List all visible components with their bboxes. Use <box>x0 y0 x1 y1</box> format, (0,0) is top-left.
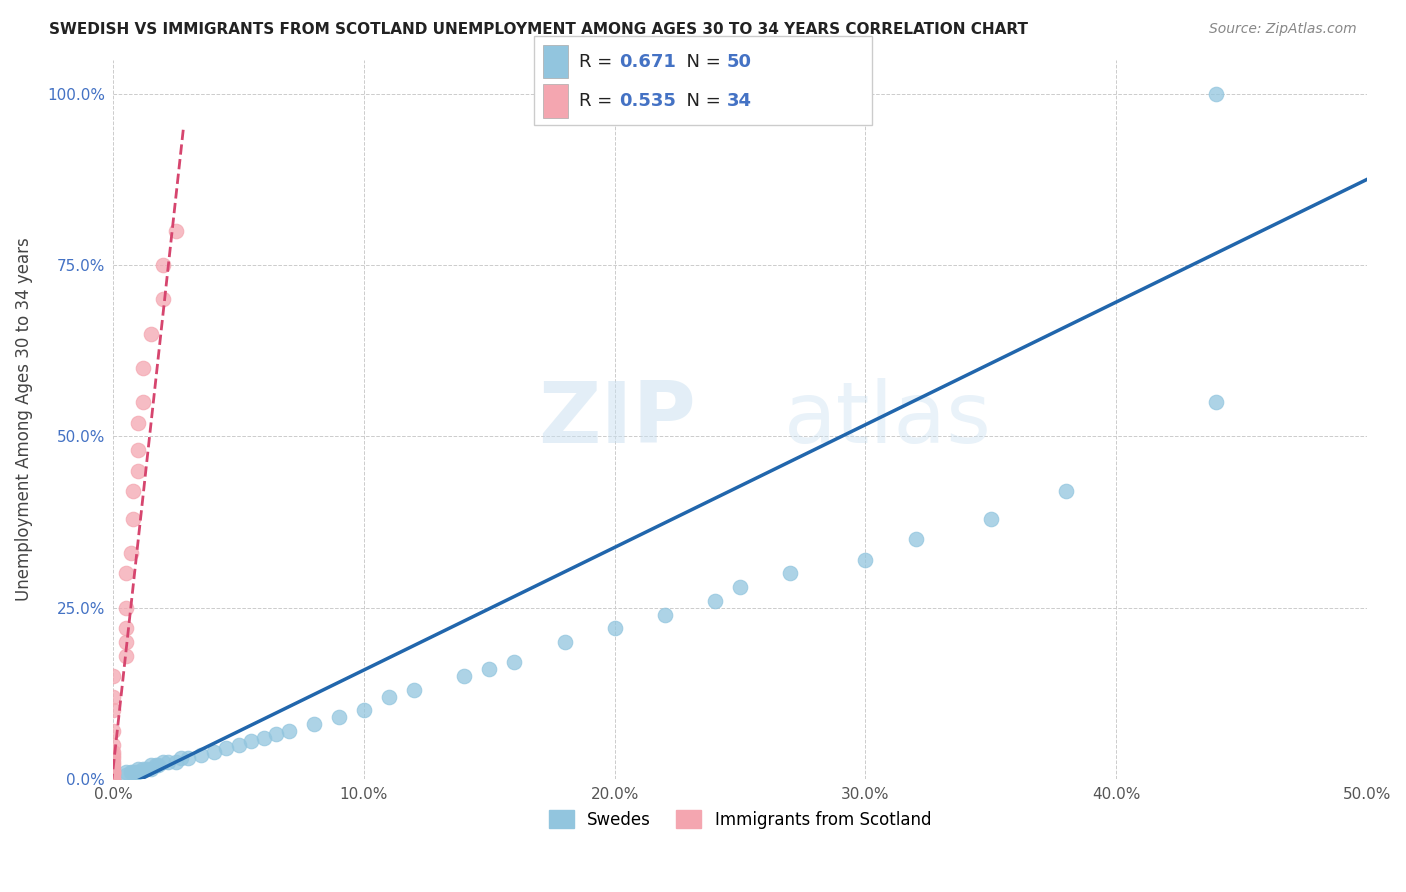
Point <box>114 768 136 782</box>
Point <box>157 755 180 769</box>
Point <box>103 765 125 780</box>
Point <box>165 755 187 769</box>
Point <box>103 772 125 786</box>
Point <box>122 511 145 525</box>
Point <box>127 765 149 780</box>
Point <box>139 758 162 772</box>
Point <box>122 765 145 780</box>
Text: R =: R = <box>579 53 619 70</box>
Point <box>103 762 125 776</box>
Point <box>132 395 155 409</box>
Point <box>378 690 401 704</box>
Point <box>103 745 125 759</box>
Point <box>122 484 145 499</box>
Point <box>253 731 276 745</box>
Point <box>152 755 174 769</box>
Point <box>103 765 125 780</box>
Point <box>148 758 170 772</box>
Point <box>654 607 676 622</box>
Point <box>328 710 350 724</box>
Point <box>103 669 125 683</box>
Point <box>302 717 325 731</box>
Point <box>127 443 149 458</box>
Point <box>139 762 162 776</box>
Text: Source: ZipAtlas.com: Source: ZipAtlas.com <box>1209 22 1357 37</box>
Point <box>114 648 136 663</box>
Legend: Swedes, Immigrants from Scotland: Swedes, Immigrants from Scotland <box>543 804 938 835</box>
Point <box>554 635 576 649</box>
Point <box>728 580 751 594</box>
Text: 0.535: 0.535 <box>619 92 675 110</box>
Y-axis label: Unemployment Among Ages 30 to 34 years: Unemployment Among Ages 30 to 34 years <box>15 237 32 601</box>
Point <box>703 594 725 608</box>
Point <box>132 360 155 375</box>
Point <box>202 745 225 759</box>
Point <box>132 762 155 776</box>
Text: R =: R = <box>579 92 619 110</box>
Point <box>277 723 299 738</box>
Text: ZIP: ZIP <box>538 377 696 461</box>
Point <box>980 511 1002 525</box>
Point <box>103 772 125 786</box>
Point <box>139 326 162 341</box>
Text: 0.671: 0.671 <box>619 53 675 70</box>
Point <box>904 532 927 546</box>
Point <box>103 768 125 782</box>
Point <box>120 546 142 560</box>
Point <box>125 765 148 780</box>
Point <box>135 762 157 776</box>
Point <box>114 600 136 615</box>
Point <box>114 621 136 635</box>
Text: 34: 34 <box>727 92 752 110</box>
Point <box>114 566 136 581</box>
Point <box>190 747 212 762</box>
Point <box>103 755 125 769</box>
Point <box>853 552 876 566</box>
Point <box>264 727 287 741</box>
Text: atlas: atlas <box>785 377 991 461</box>
Point <box>603 621 626 635</box>
Point <box>103 723 125 738</box>
Point <box>103 766 125 780</box>
Point <box>152 293 174 307</box>
Point <box>103 772 125 786</box>
Point <box>779 566 801 581</box>
Point <box>170 751 193 765</box>
Point <box>103 768 125 782</box>
Point <box>177 751 200 765</box>
Point <box>1205 395 1227 409</box>
Point <box>103 768 125 782</box>
Point <box>127 464 149 478</box>
Point <box>103 751 125 765</box>
Point <box>103 758 125 772</box>
Point <box>103 772 125 786</box>
Point <box>103 738 125 752</box>
Text: N =: N = <box>675 92 727 110</box>
Point <box>120 765 142 780</box>
Point <box>453 669 475 683</box>
Point <box>103 703 125 717</box>
Point <box>1205 87 1227 101</box>
Text: 50: 50 <box>727 53 752 70</box>
Point <box>1054 484 1077 499</box>
Point <box>503 656 526 670</box>
Point <box>145 758 167 772</box>
Point <box>478 662 501 676</box>
Point <box>103 690 125 704</box>
Point <box>103 747 125 762</box>
Point <box>215 741 238 756</box>
Point <box>240 734 263 748</box>
Point <box>404 682 426 697</box>
Point <box>165 224 187 238</box>
Point <box>114 635 136 649</box>
Point <box>353 703 375 717</box>
Point <box>127 762 149 776</box>
Point <box>127 416 149 430</box>
Point <box>114 765 136 780</box>
Point <box>152 258 174 272</box>
Text: SWEDISH VS IMMIGRANTS FROM SCOTLAND UNEMPLOYMENT AMONG AGES 30 TO 34 YEARS CORRE: SWEDISH VS IMMIGRANTS FROM SCOTLAND UNEM… <box>49 22 1028 37</box>
Text: N =: N = <box>675 53 727 70</box>
Point <box>228 738 250 752</box>
